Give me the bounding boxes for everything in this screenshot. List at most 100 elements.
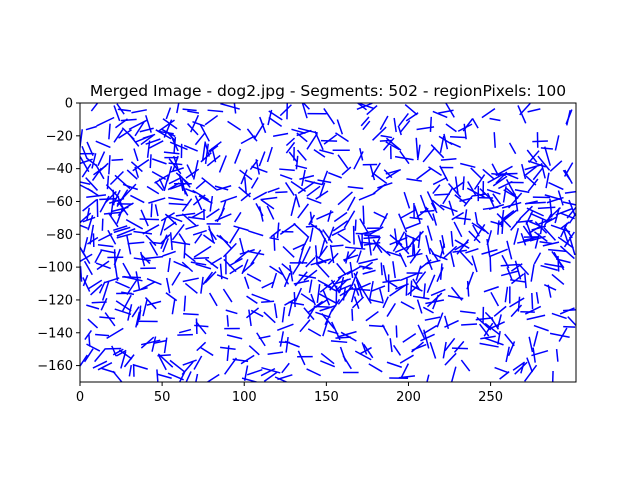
segment-line — [290, 180, 307, 193]
segment-line — [545, 216, 558, 224]
segment-line — [566, 206, 576, 219]
segment-line — [363, 236, 380, 240]
segment-line — [357, 234, 363, 249]
segment-line — [195, 373, 199, 382]
segment-line — [293, 279, 310, 285]
segment-line — [444, 319, 459, 328]
segment-line — [406, 252, 423, 258]
segment-line — [151, 158, 167, 165]
segment-line — [202, 271, 214, 285]
segment-line — [398, 213, 408, 233]
segment-line — [80, 158, 93, 165]
segment-line — [267, 187, 280, 194]
segment-line — [449, 251, 455, 268]
segment-line — [482, 206, 499, 211]
segment-line — [319, 304, 337, 312]
segment-line — [380, 262, 383, 276]
segment-line — [356, 103, 373, 111]
segment-line — [146, 185, 160, 195]
segment-line — [472, 193, 487, 197]
segment-line — [204, 143, 209, 164]
segment-line — [355, 279, 364, 298]
segment-line — [528, 150, 540, 163]
segment-line — [239, 237, 245, 254]
segment-line — [564, 190, 576, 194]
segment-line — [316, 284, 321, 303]
segment-line — [263, 311, 276, 324]
segment-line — [140, 339, 161, 346]
segment-line — [274, 376, 289, 382]
segment-line — [430, 202, 438, 214]
segment-line — [253, 123, 265, 140]
segment-line — [175, 212, 196, 217]
segment-line — [444, 103, 455, 118]
segment-line — [173, 155, 179, 169]
segment-line — [525, 175, 537, 186]
segment-line — [555, 208, 573, 216]
segment-line — [436, 312, 444, 328]
segment-line — [115, 280, 130, 289]
segment-line — [544, 146, 551, 166]
segment-line — [263, 371, 278, 382]
segment-line — [444, 315, 450, 330]
segment-line — [135, 271, 141, 291]
segment-line — [362, 120, 371, 131]
segment-line — [226, 315, 229, 327]
segment-line — [184, 282, 198, 294]
segment-line — [90, 283, 103, 296]
segment-line — [417, 231, 422, 249]
segment-line — [267, 351, 284, 356]
segment-line — [279, 331, 285, 347]
segment-line — [84, 330, 93, 341]
segment-line — [128, 119, 148, 131]
segment-line — [405, 222, 421, 230]
segment-line — [358, 192, 376, 201]
segment-line — [450, 231, 454, 247]
segment-line — [476, 316, 492, 331]
segment-line — [301, 246, 311, 265]
segment-line — [208, 141, 222, 152]
segment-line — [306, 133, 318, 150]
segment-line — [134, 166, 140, 178]
segment-line — [133, 257, 151, 262]
segment-line — [486, 230, 493, 246]
segment-line — [116, 206, 124, 224]
segment-line — [471, 255, 478, 273]
segment-line — [493, 132, 496, 148]
segment-line — [496, 213, 512, 228]
segment-line — [153, 339, 168, 344]
segment-line — [150, 203, 153, 218]
segment-line — [335, 132, 349, 143]
segment-line — [524, 163, 543, 171]
segment-line — [356, 250, 362, 263]
x-tick-label: 50 — [154, 390, 171, 405]
segment-line — [83, 348, 94, 363]
segment-line — [351, 308, 354, 321]
segment-line — [99, 316, 115, 320]
segment-line — [454, 239, 470, 249]
segment-line — [140, 134, 154, 146]
segment-line — [442, 341, 447, 359]
segment-line — [555, 348, 559, 362]
segment-line — [240, 169, 248, 185]
segment-line — [302, 103, 310, 110]
segment-line — [349, 261, 354, 279]
segment-line — [364, 234, 380, 238]
segment-line — [465, 247, 479, 254]
segment-line — [111, 158, 124, 161]
segment-line — [284, 182, 295, 196]
segment-line — [404, 103, 418, 116]
segment-line — [309, 227, 314, 242]
segment-line — [319, 237, 326, 256]
segment-line — [296, 149, 307, 161]
segment-line — [510, 304, 523, 318]
segment-line — [201, 143, 206, 162]
segment-line — [412, 278, 421, 291]
segment-line — [256, 332, 266, 347]
segment-line — [169, 232, 173, 251]
segment-line — [439, 239, 445, 255]
segment-line — [323, 134, 338, 145]
segment-line — [379, 115, 389, 131]
segment-line — [563, 231, 575, 248]
segment-line — [529, 235, 546, 242]
